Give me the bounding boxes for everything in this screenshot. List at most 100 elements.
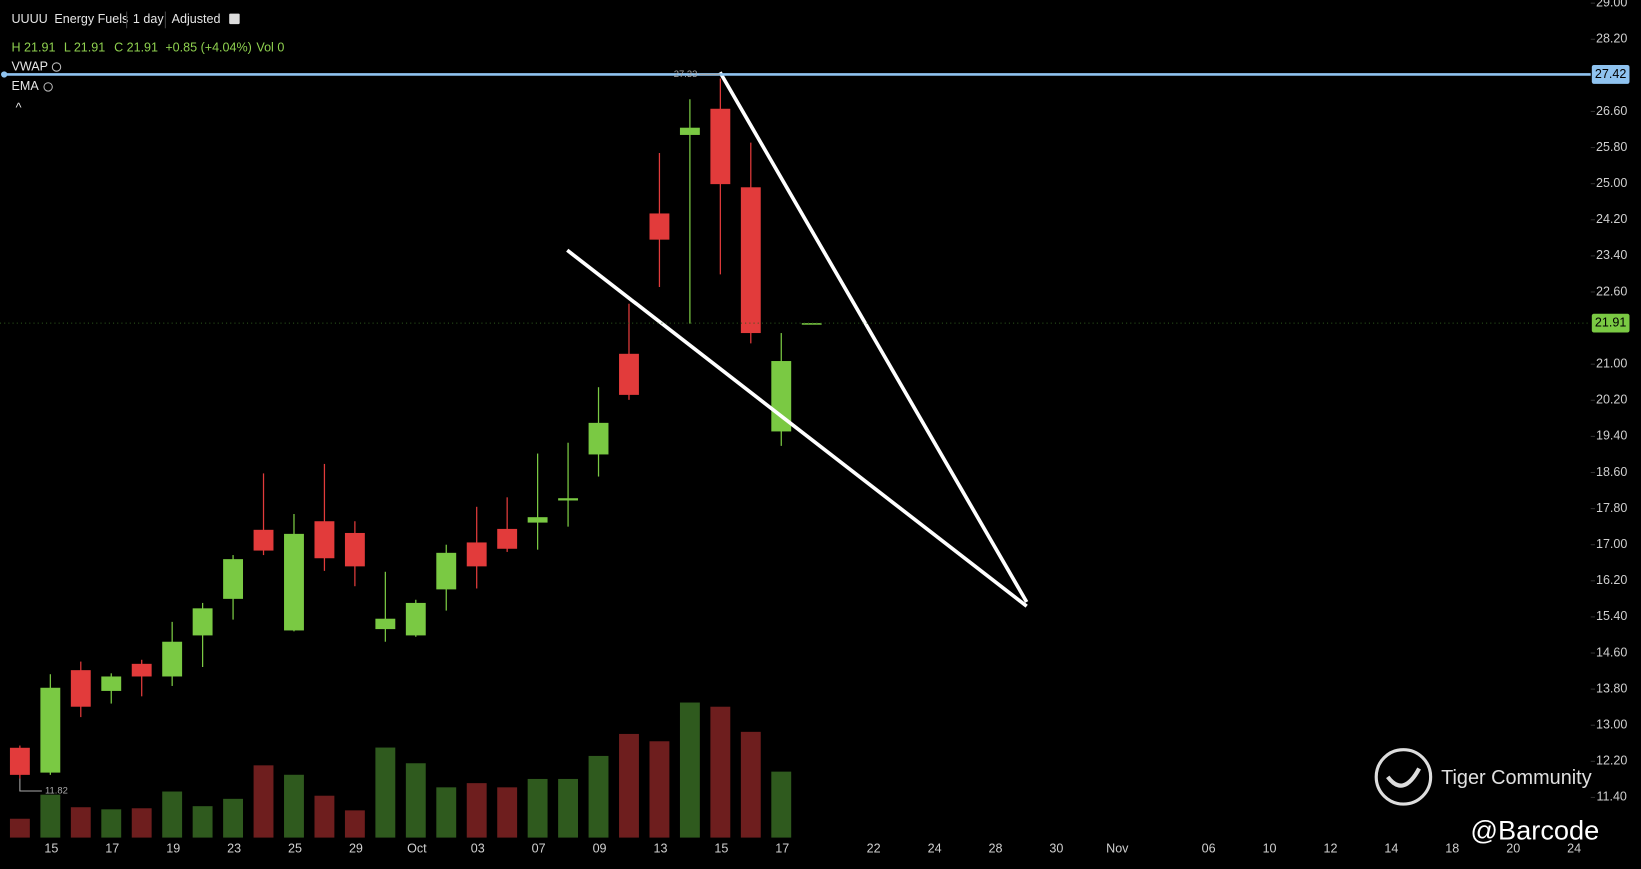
price-line-handle: [1, 71, 8, 78]
candle-body: [558, 498, 579, 501]
x-tick-label: 29: [349, 841, 363, 855]
y-tick-label: 22.60: [1596, 284, 1627, 298]
candle-body: [284, 533, 304, 631]
x-tick-label: 22: [867, 841, 881, 855]
y-tick-label: 28.20: [1596, 32, 1627, 46]
candle-body: [223, 559, 244, 599]
candle-body: [162, 641, 183, 677]
logo: [1386, 767, 1421, 788]
volume-bar: [223, 798, 244, 838]
y-tick-label: 21.00: [1596, 357, 1627, 371]
x-tick-label: 24: [928, 841, 942, 855]
candle-body: [101, 676, 122, 691]
y-tick-label: 19.40: [1596, 429, 1627, 443]
y-tick-label: 23.40: [1596, 248, 1627, 262]
candle-body: [466, 542, 487, 567]
x-tick-label: 10: [1263, 841, 1277, 855]
x-tick-label: 17: [775, 841, 789, 855]
x-tick-label: 09: [593, 841, 607, 855]
candle-body: [314, 521, 335, 559]
candle-body: [70, 670, 91, 707]
x-tick-label: 15: [44, 841, 58, 855]
x-tick-label: Oct: [407, 841, 427, 855]
indicator[interactable]: EMA: [12, 79, 40, 93]
volume-bar: [284, 774, 304, 838]
candle-body: [619, 353, 639, 395]
candle-body: [679, 127, 700, 135]
candle-body: [253, 529, 274, 551]
x-tick-label: 19: [166, 841, 180, 855]
low-marker: [19, 778, 42, 792]
volume-bar: [436, 787, 457, 838]
y-tick-label: 11.40: [1596, 790, 1626, 804]
stat: H 21.91: [12, 40, 56, 54]
y-tick-label: 18.60: [1596, 465, 1627, 479]
candle-body: [131, 663, 152, 677]
candle-body: [801, 323, 822, 325]
hide-icon[interactable]: [51, 62, 62, 72]
indicator[interactable]: VWAP: [12, 59, 48, 73]
candle-body: [9, 747, 30, 775]
y-tick-label: 26.60: [1596, 104, 1627, 118]
candle-body: [405, 602, 426, 636]
x-tick-label: 07: [532, 841, 546, 855]
hide-icon[interactable]: [43, 82, 53, 92]
y-tick-label: 12.20: [1596, 754, 1627, 768]
y-tick-label: 13.00: [1596, 718, 1627, 732]
x-tick-label: 13: [653, 841, 667, 855]
volume-bar: [558, 778, 579, 838]
stat: +0.85 (+4.04%): [165, 40, 251, 54]
menu-icon[interactable]: [229, 13, 240, 25]
volume-bar: [253, 765, 274, 838]
logo: [1374, 748, 1433, 806]
x-tick-label: 30: [1049, 841, 1063, 855]
price-tag-label: 27.42: [1595, 67, 1626, 81]
watermark-brand: Tiger Community: [1441, 767, 1592, 789]
volume-bar: [619, 733, 639, 838]
x-tick-label: 12: [1324, 841, 1338, 855]
watermark-author: @Barcode: [1470, 815, 1599, 846]
last-price-label: 21.91: [1595, 315, 1626, 329]
x-tick-label: 06: [1202, 841, 1216, 855]
stat: Vol 0: [256, 40, 284, 54]
volume-bar: [9, 818, 30, 838]
volume-bar: [344, 810, 365, 838]
volume-bar: [314, 795, 335, 838]
candle-body: [740, 187, 761, 334]
interval[interactable]: 1 day: [133, 12, 164, 26]
x-tick-label: 23: [227, 841, 241, 855]
volume-bar: [466, 783, 487, 838]
volume-bar: [405, 763, 426, 838]
x-tick-label: Nov: [1106, 841, 1129, 855]
volume-bar: [588, 755, 609, 838]
volume-bar: [527, 778, 548, 838]
volume-bar: [710, 706, 731, 838]
stat: L 21.91: [64, 40, 105, 54]
y-tick-label: 20.20: [1596, 393, 1627, 407]
volume-bar: [649, 741, 670, 838]
x-tick-label: 15: [714, 841, 728, 855]
adjustment[interactable]: Adjusted: [172, 12, 221, 26]
y-tick-label: 16.20: [1596, 573, 1627, 587]
x-tick-label: 14: [1384, 841, 1398, 855]
volume-bar: [101, 809, 122, 838]
collapse-icon[interactable]: ^: [16, 101, 22, 115]
stat: C 21.91: [114, 40, 158, 54]
x-tick-label: 28: [989, 841, 1003, 855]
x-tick-label: 18: [1445, 841, 1459, 855]
x-tick-label: 25: [288, 841, 302, 855]
volume-bar: [40, 794, 61, 838]
y-tick-label: 17.80: [1596, 501, 1627, 515]
volume-bar: [771, 771, 792, 838]
volume-bar: [740, 731, 761, 838]
y-tick-label: 13.80: [1596, 681, 1627, 695]
trend-line: [718, 71, 1029, 603]
y-tick-label: 25.80: [1596, 140, 1627, 154]
high-annotation: 27.33: [674, 68, 698, 79]
volume-bar: [375, 747, 396, 838]
candle-body: [649, 213, 670, 240]
y-tick-label: 24.20: [1596, 212, 1627, 226]
y-tick-label: 29.00: [1596, 0, 1627, 9]
volume-bar: [70, 807, 91, 838]
